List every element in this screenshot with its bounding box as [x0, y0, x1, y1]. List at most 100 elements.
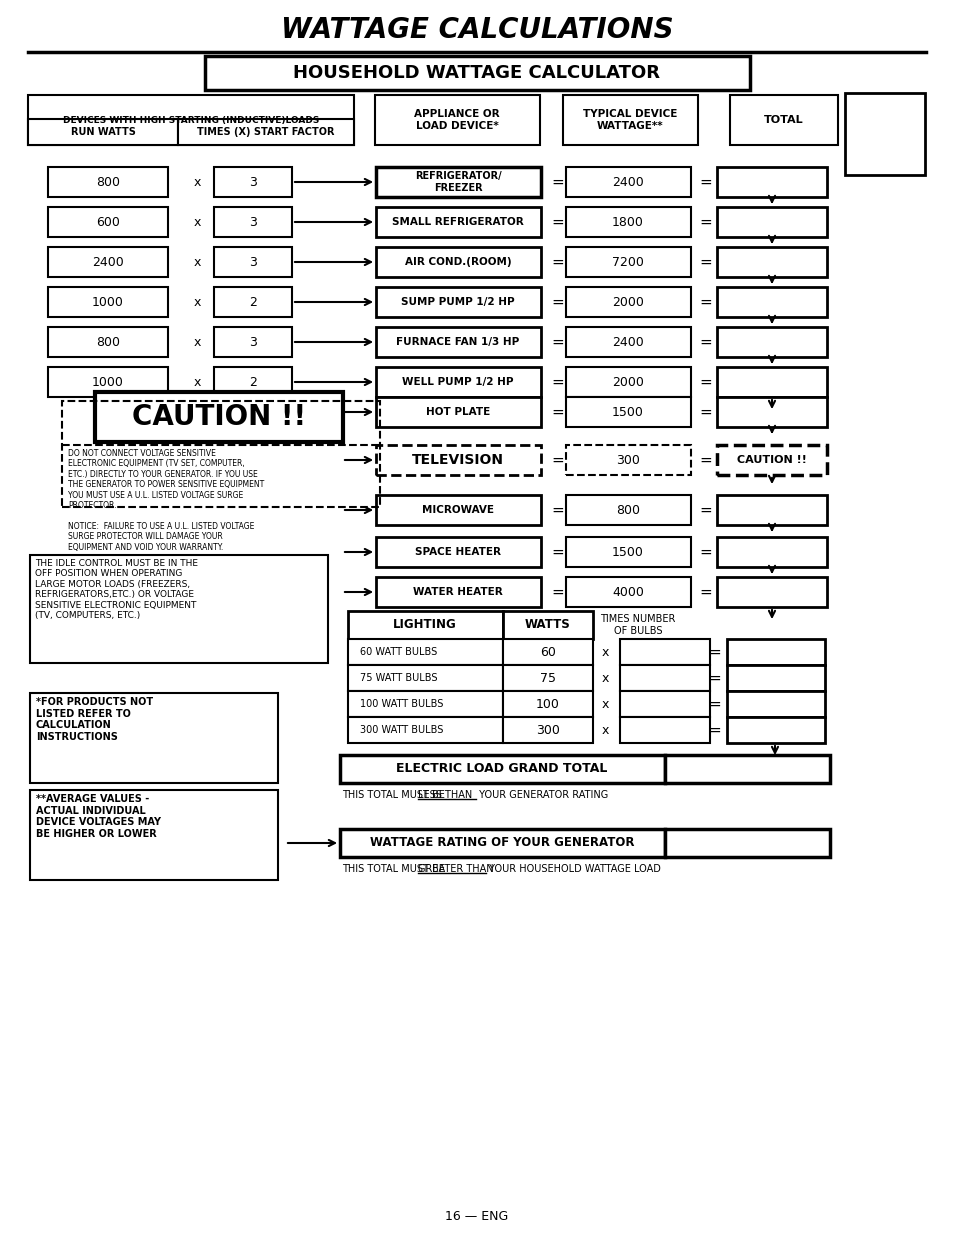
Text: HOUSEHOLD WATTAGE CALCULATOR: HOUSEHOLD WATTAGE CALCULATOR: [294, 64, 659, 82]
Text: 800: 800: [616, 504, 639, 516]
Bar: [348, 638, 502, 664]
Bar: [339, 829, 664, 857]
Text: TIMES NUMBER
OF BULBS: TIMES NUMBER OF BULBS: [599, 614, 675, 636]
Text: WELL PUMP 1/2 HP: WELL PUMP 1/2 HP: [402, 377, 514, 387]
Text: *FOR PRODUCTS NOT
LISTED REFER TO
CALCULATION
INSTRUCTIONS: *FOR PRODUCTS NOT LISTED REFER TO CALCUL…: [36, 697, 153, 742]
Text: x: x: [193, 295, 200, 309]
Text: 3: 3: [249, 175, 256, 189]
Text: =: =: [699, 452, 712, 468]
Text: 1500: 1500: [612, 546, 643, 558]
Text: 75 WATT BULBS: 75 WATT BULBS: [359, 673, 437, 683]
Text: 7200: 7200: [612, 256, 643, 268]
Text: DO NOT CONNECT VOLTAGE SENSITIVE
ELECTRONIC EQUIPMENT (TV SET, COMPUTER,
ETC.) D: DO NOT CONNECT VOLTAGE SENSITIVE ELECTRO…: [68, 450, 264, 552]
Text: =: =: [699, 545, 712, 559]
Bar: [619, 692, 709, 718]
Bar: [375, 207, 540, 237]
Bar: [375, 247, 540, 277]
Text: 1000: 1000: [92, 295, 124, 309]
Bar: [565, 537, 690, 567]
Text: x: x: [193, 336, 200, 348]
Bar: [726, 692, 824, 718]
Bar: [178, 119, 354, 144]
Text: DEVICES WITH HIGH STARTING (INDUCTIVE)LOADS: DEVICES WITH HIGH STARTING (INDUCTIVE)LO…: [63, 116, 319, 125]
Bar: [375, 577, 540, 606]
Text: =: =: [551, 374, 564, 389]
Bar: [375, 445, 540, 475]
Bar: [48, 247, 168, 277]
Text: SUMP PUMP 1/2 HP: SUMP PUMP 1/2 HP: [401, 296, 515, 308]
Bar: [348, 611, 502, 638]
Text: ELECTRIC LOAD GRAND TOTAL: ELECTRIC LOAD GRAND TOTAL: [395, 762, 607, 776]
Text: x: x: [193, 175, 200, 189]
Bar: [729, 95, 837, 144]
Bar: [726, 664, 824, 692]
Text: =: =: [699, 294, 712, 310]
Bar: [95, 391, 343, 442]
Text: 16 — ENG: 16 — ENG: [445, 1210, 508, 1224]
Text: =: =: [551, 503, 564, 517]
Bar: [565, 207, 690, 237]
Bar: [375, 537, 540, 567]
Bar: [375, 95, 539, 144]
Text: LESS THAN: LESS THAN: [417, 790, 472, 800]
Bar: [664, 829, 829, 857]
Text: THE IDLE CONTROL MUST BE IN THE
OFF POSITION WHEN OPERATING
LARGE MOTOR LOADS (F: THE IDLE CONTROL MUST BE IN THE OFF POSI…: [35, 559, 198, 620]
Text: CAUTION !!: CAUTION !!: [132, 403, 306, 431]
Text: x: x: [600, 724, 608, 736]
Text: =: =: [708, 697, 720, 711]
Text: =: =: [699, 174, 712, 189]
Bar: [30, 790, 277, 881]
Text: x: x: [193, 256, 200, 268]
Bar: [565, 287, 690, 317]
Text: WATTAGE RATING OF YOUR GENERATOR: WATTAGE RATING OF YOUR GENERATOR: [370, 836, 634, 850]
Text: WATER HEATER: WATER HEATER: [413, 587, 502, 597]
Bar: [48, 287, 168, 317]
Text: 3: 3: [249, 256, 256, 268]
Text: HOT PLATE: HOT PLATE: [425, 408, 490, 417]
Text: 4000: 4000: [612, 585, 643, 599]
Text: TYPICAL DEVICE
WATTAGE**: TYPICAL DEVICE WATTAGE**: [582, 109, 677, 131]
Bar: [48, 327, 168, 357]
Bar: [844, 93, 924, 175]
Text: SMALL REFRIGERATOR: SMALL REFRIGERATOR: [392, 217, 523, 227]
Text: 1800: 1800: [612, 215, 643, 228]
Text: 2: 2: [249, 375, 256, 389]
Text: 3: 3: [249, 336, 256, 348]
Text: YOUR HOUSEHOLD WATTAGE LOAD: YOUR HOUSEHOLD WATTAGE LOAD: [485, 864, 660, 874]
Text: x: x: [193, 215, 200, 228]
Bar: [565, 367, 690, 396]
Bar: [213, 247, 292, 277]
Bar: [619, 638, 709, 664]
Bar: [664, 755, 829, 783]
Text: RUN WATTS: RUN WATTS: [71, 127, 135, 137]
Text: 2000: 2000: [612, 375, 643, 389]
Bar: [502, 718, 593, 743]
Text: =: =: [708, 722, 720, 737]
Text: =: =: [699, 374, 712, 389]
Bar: [213, 327, 292, 357]
Bar: [565, 327, 690, 357]
Bar: [565, 495, 690, 525]
Text: WATTS: WATTS: [524, 619, 570, 631]
Text: =: =: [551, 584, 564, 599]
Text: 2400: 2400: [612, 336, 643, 348]
Bar: [375, 167, 540, 198]
Bar: [717, 327, 826, 357]
Text: =: =: [551, 545, 564, 559]
Bar: [375, 495, 540, 525]
Text: 1000: 1000: [92, 375, 124, 389]
Bar: [502, 611, 593, 638]
Bar: [348, 664, 502, 692]
Text: =: =: [551, 452, 564, 468]
Text: TIMES (X) START FACTOR: TIMES (X) START FACTOR: [197, 127, 335, 137]
Bar: [28, 95, 354, 144]
Text: =: =: [708, 645, 720, 659]
Bar: [726, 718, 824, 743]
Text: x: x: [600, 672, 608, 684]
Text: 300: 300: [536, 724, 559, 736]
Text: GREATER THAN: GREATER THAN: [417, 864, 493, 874]
Bar: [213, 367, 292, 396]
Text: x: x: [600, 646, 608, 658]
Bar: [213, 207, 292, 237]
Bar: [213, 287, 292, 317]
